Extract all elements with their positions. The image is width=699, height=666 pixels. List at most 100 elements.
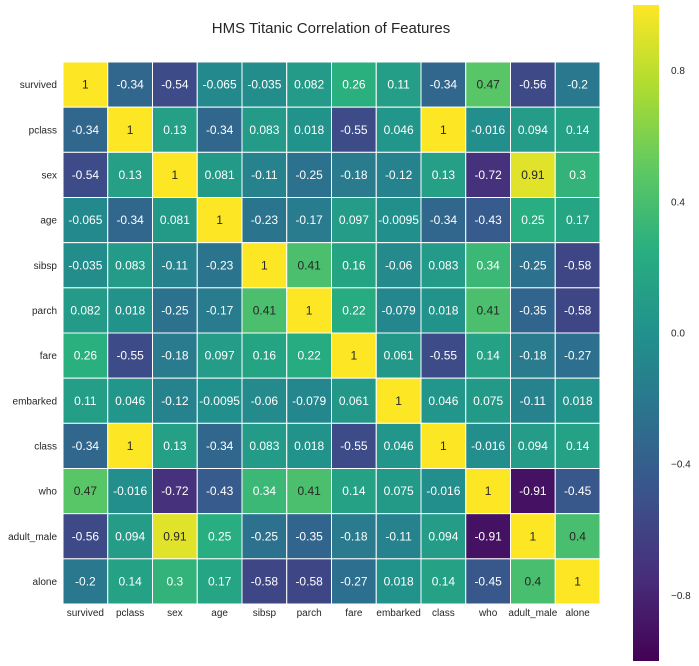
cell-value-label: 1 xyxy=(485,484,492,498)
cell-value-label: 0.13 xyxy=(432,168,456,182)
heatmap-cell-sibsp-sibsp xyxy=(241,242,288,289)
cell-value-label: -0.27 xyxy=(564,349,592,363)
heatmap-cell-alone-who xyxy=(465,558,511,605)
heatmap-cell-fare-class xyxy=(420,332,467,379)
heatmap-cell-who-embarked xyxy=(375,468,422,515)
y-tick-label-alone: alone xyxy=(33,577,58,588)
heatmap-cell-adult_male-alone xyxy=(554,513,601,560)
heatmap-cell-fare-pclass xyxy=(107,332,153,379)
cell-value-label: -0.58 xyxy=(251,574,279,588)
cell-value-label: -0.34 xyxy=(430,78,458,92)
x-tick-label-parch: parch xyxy=(297,608,322,619)
cell-value-label: -0.45 xyxy=(474,574,502,588)
cell-value-label: -0.18 xyxy=(340,529,368,543)
cell-value-label: -0.58 xyxy=(564,303,592,317)
heatmap-cell-fare-sex xyxy=(152,332,198,379)
cell-value-label: 0.25 xyxy=(521,213,545,227)
cell-value-label: 0.11 xyxy=(74,394,97,408)
heatmap-cell-alone-pclass xyxy=(107,558,153,605)
heatmap-cell-parch-who xyxy=(465,287,511,334)
cell-value-label: 0.26 xyxy=(342,78,366,92)
cell-value-label: 0.41 xyxy=(297,484,321,498)
cell-value-label: -0.91 xyxy=(474,529,502,543)
cell-value-label: 1 xyxy=(127,439,134,453)
cell-value-label: 0.41 xyxy=(476,303,500,317)
heatmap-cells: 1 -0.34 -0.54 -0.065 -0.035 0.082 0.26 0.11 -0.3… xyxy=(62,61,601,605)
x-tick-label-age: age xyxy=(211,608,228,619)
heatmap-cell-alone-fare xyxy=(331,558,377,605)
heatmap-cell-fare-adult_male xyxy=(510,332,556,379)
cell-value-label: -0.016 xyxy=(471,439,505,453)
heatmap-cell-fare-alone xyxy=(554,332,601,379)
colorbar-tick-label: −0.8 xyxy=(671,591,691,602)
heatmap-cell-alone-parch xyxy=(286,558,332,605)
heatmap-cell-sibsp-adult_male xyxy=(510,242,556,289)
heatmap-cell-who-age xyxy=(196,468,243,515)
cell-value-label: -0.34 xyxy=(72,439,100,453)
cell-value-label: -0.34 xyxy=(206,123,234,137)
cell-value-label: 0.14 xyxy=(118,574,142,588)
cell-value-label: 0.3 xyxy=(167,574,184,588)
colorbar-tick-label: 0.0 xyxy=(671,329,685,340)
heatmap-cell-sibsp-parch xyxy=(286,242,332,289)
cell-value-label: 0.081 xyxy=(205,168,235,182)
heatmap-cell-adult_male-parch xyxy=(286,513,332,560)
cell-value-label: 0.17 xyxy=(566,213,590,227)
heatmap-cell-adult_male-embarked xyxy=(375,513,422,560)
heatmap-cell-parch-parch xyxy=(286,287,332,334)
cell-value-label: -0.27 xyxy=(340,574,368,588)
cell-value-label: -0.34 xyxy=(206,439,234,453)
cell-value-label: -0.43 xyxy=(474,213,502,227)
heatmap-cell-alone-sex xyxy=(152,558,198,605)
cell-value-label: -0.016 xyxy=(471,123,505,137)
heatmap-cell-pclass-who xyxy=(465,106,511,153)
cell-value-label: -0.079 xyxy=(292,394,326,408)
heatmap-cell-age-survived xyxy=(62,197,109,244)
heatmap-cell-class-parch xyxy=(286,422,332,469)
heatmap-cell-class-class xyxy=(420,422,467,469)
cell-value-label: 0.4 xyxy=(569,529,586,543)
heatmap-cell-embarked-sibsp xyxy=(241,377,288,424)
heatmap-cell-age-sex xyxy=(152,197,198,244)
cell-value-label: 0.22 xyxy=(297,349,321,363)
heatmap-cell-pclass-adult_male xyxy=(510,106,556,153)
heatmap-cell-pclass-class xyxy=(420,106,467,153)
cell-value-label: -0.58 xyxy=(295,574,323,588)
cell-value-label: -0.58 xyxy=(564,258,592,272)
heatmap-cell-alone-alone xyxy=(554,558,601,605)
x-tick-labels: survived pclass sex age sibsp parch fare embark… xyxy=(67,608,591,619)
cell-value-label: 0.081 xyxy=(160,213,190,227)
cell-value-label: -0.2 xyxy=(567,78,588,92)
cell-value-label: 0.16 xyxy=(342,258,366,272)
heatmap-cell-sibsp-embarked xyxy=(375,242,422,289)
heatmap-cell-alone-sibsp xyxy=(241,558,288,605)
cell-value-label: -0.12 xyxy=(161,394,189,408)
cell-value-label: 0.018 xyxy=(115,303,145,317)
cell-value-label: 0.018 xyxy=(428,303,458,317)
cell-value-label: 0.14 xyxy=(566,439,590,453)
cell-value-label: -0.35 xyxy=(295,529,323,543)
heatmap-cell-age-class xyxy=(420,197,467,244)
heatmap-cell-pclass-fare xyxy=(331,106,377,153)
cell-value-label: 0.22 xyxy=(342,303,366,317)
y-tick-labels: survived pclass sex age sibsp parch fare embark… xyxy=(8,80,57,588)
cell-value-label: 1 xyxy=(306,303,313,317)
cell-value-label: 0.14 xyxy=(432,574,456,588)
heatmap-cell-fare-survived xyxy=(62,332,109,379)
x-tick-label-who: who xyxy=(478,608,498,619)
heatmap-cell-sibsp-pclass xyxy=(107,242,153,289)
cell-value-label: -0.11 xyxy=(162,258,189,272)
heatmap-cell-class-pclass xyxy=(107,422,153,469)
heatmap-cell-age-who xyxy=(465,197,511,244)
heatmap-cell-sex-fare xyxy=(331,151,377,198)
cell-value-label: -0.25 xyxy=(295,168,323,182)
cell-value-label: -0.25 xyxy=(519,258,547,272)
cell-value-label: -0.55 xyxy=(340,439,368,453)
x-tick-label-alone: alone xyxy=(565,608,590,619)
colorbar-tick-label: 0.8 xyxy=(671,66,685,77)
cell-value-label: 0.094 xyxy=(518,123,548,137)
x-tick-label-fare: fare xyxy=(345,608,363,619)
y-tick-label-sibsp: sibsp xyxy=(34,261,58,272)
